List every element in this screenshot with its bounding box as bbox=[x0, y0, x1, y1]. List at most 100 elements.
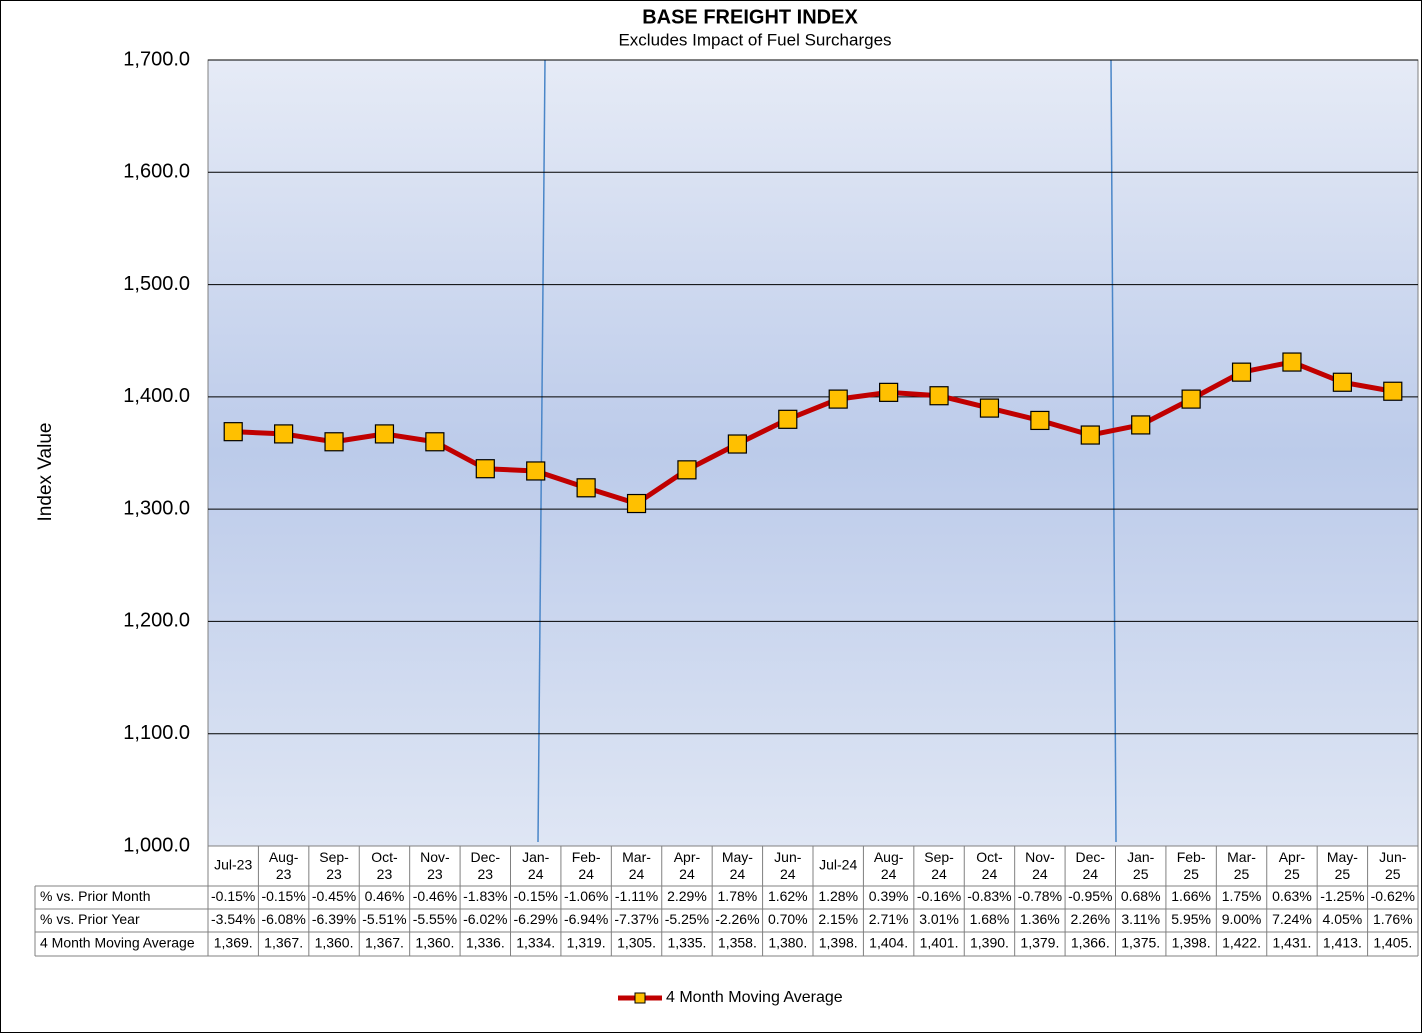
x-tick-label: May-24 bbox=[722, 849, 753, 882]
y-tick-label: 1,300.0 bbox=[123, 497, 190, 519]
table-cell: -1.06% bbox=[564, 888, 608, 904]
table-cell: 1,422. bbox=[1222, 935, 1261, 951]
x-tick-line: Apr- bbox=[1279, 849, 1306, 865]
x-tick-line: Nov- bbox=[1025, 849, 1055, 865]
table-cell: 2.29% bbox=[667, 888, 707, 904]
x-tick-label: Feb-24 bbox=[572, 849, 601, 882]
x-tick-line: 24 bbox=[629, 866, 645, 882]
table-cell: 3.11% bbox=[1121, 911, 1160, 927]
marker bbox=[1231, 362, 1252, 382]
x-tick-line: May- bbox=[722, 849, 753, 865]
x-tick-label: Sep-23 bbox=[319, 849, 349, 882]
table-cell: -0.15% bbox=[261, 888, 305, 904]
table-cell: -1.25% bbox=[1320, 888, 1364, 904]
x-tick-label: Jan-24 bbox=[522, 849, 550, 882]
table-cell: 0.63% bbox=[1272, 888, 1312, 904]
chart-subtitle: Excludes Impact of Fuel Surcharges bbox=[618, 30, 891, 49]
table-cell: 5.95% bbox=[1171, 911, 1211, 927]
x-tick-label: Sep-24 bbox=[924, 849, 954, 882]
marker bbox=[1131, 415, 1151, 435]
plot-area bbox=[207, 59, 1419, 847]
y-tick-label: 1,600.0 bbox=[123, 161, 190, 183]
table-cell: 4.05% bbox=[1323, 911, 1363, 927]
table-cell: 1,360. bbox=[315, 935, 354, 951]
marker bbox=[1383, 381, 1403, 401]
x-tick-line: 24 bbox=[578, 866, 594, 882]
x-tick-label: Jul-24 bbox=[819, 857, 857, 873]
table-cell: 7.24% bbox=[1272, 911, 1312, 927]
x-tick-line: 23 bbox=[377, 866, 393, 882]
x-tick-line: Jun- bbox=[1379, 849, 1407, 865]
x-tick-label: Jan-25 bbox=[1127, 849, 1155, 882]
table-row-label: % vs. Prior Year bbox=[40, 911, 140, 927]
marker bbox=[828, 389, 848, 409]
legend-label: 4 Month Moving Average bbox=[666, 989, 843, 1006]
x-tick-line: 24 bbox=[982, 866, 998, 882]
table-cell: 1,336. bbox=[466, 935, 505, 951]
table-cell: -5.55% bbox=[413, 911, 457, 927]
x-tick-line: Aug- bbox=[269, 849, 299, 865]
table-cell: -0.46% bbox=[413, 888, 457, 904]
x-tick-line: 24 bbox=[730, 866, 746, 882]
table-row-label: 4 Month Moving Average bbox=[40, 935, 195, 951]
table-cell: 1,334. bbox=[516, 935, 555, 951]
legend-marker bbox=[634, 992, 646, 1004]
marker bbox=[475, 459, 495, 479]
x-tick-label: Dec-24 bbox=[1076, 849, 1106, 882]
table-cell: 1,379. bbox=[1020, 935, 1059, 951]
table-cell: 0.46% bbox=[365, 888, 405, 904]
x-tick-line: Mar- bbox=[622, 849, 651, 865]
x-tick-label: Nov-23 bbox=[420, 849, 450, 882]
x-tick-line: Nov- bbox=[420, 849, 450, 865]
marker bbox=[1282, 352, 1302, 372]
x-tick-label: Dec-23 bbox=[471, 849, 501, 882]
table-cell: 1,398. bbox=[819, 935, 858, 951]
x-tick-label: Feb-25 bbox=[1177, 849, 1206, 882]
x-tick-line: Apr- bbox=[674, 849, 701, 865]
marker bbox=[324, 432, 344, 452]
x-tick-line: 25 bbox=[1335, 866, 1351, 882]
x-tick-line: 24 bbox=[780, 866, 796, 882]
table-cell: -0.15% bbox=[514, 888, 558, 904]
table-cell: 1,431. bbox=[1272, 935, 1311, 951]
table-cell: 1,390. bbox=[970, 935, 1009, 951]
table-cell: 1,358. bbox=[718, 935, 757, 951]
marker bbox=[1030, 410, 1050, 431]
table-cell: 1.76% bbox=[1373, 911, 1413, 927]
x-tick-line: 25 bbox=[1284, 866, 1300, 882]
x-tick-label: Oct-24 bbox=[976, 849, 1003, 882]
x-tick-label: Jun-25 bbox=[1379, 849, 1407, 882]
x-tick-line: Mar- bbox=[1227, 849, 1256, 865]
marker bbox=[274, 424, 294, 444]
table-cell: -3.54% bbox=[211, 911, 255, 927]
table-cell: -0.78% bbox=[1018, 888, 1062, 904]
marker bbox=[425, 432, 445, 452]
x-tick-line: 25 bbox=[1234, 866, 1250, 882]
table-cell: -6.08% bbox=[261, 911, 305, 927]
x-tick-line: 24 bbox=[931, 866, 947, 882]
table-cell: 1.62% bbox=[768, 888, 808, 904]
x-tick-label: Jul-23 bbox=[214, 857, 252, 873]
table-cell: -5.51% bbox=[362, 911, 406, 927]
table-cell: 2.26% bbox=[1070, 911, 1110, 927]
x-tick-line: Sep- bbox=[319, 849, 349, 865]
table-cell: 0.39% bbox=[869, 888, 909, 904]
x-tick-label: Jun-24 bbox=[774, 849, 802, 882]
marker bbox=[778, 409, 798, 429]
table-cell: 1,305. bbox=[617, 935, 656, 951]
table-cell: 1.68% bbox=[970, 911, 1010, 927]
y-tick-label: 1,200.0 bbox=[123, 610, 190, 632]
marker bbox=[879, 382, 899, 402]
table-cell: 1,413. bbox=[1323, 935, 1362, 951]
x-tick-label: Aug-23 bbox=[269, 849, 299, 882]
x-tick-line: 24 bbox=[1032, 866, 1048, 882]
x-tick-line: 24 bbox=[528, 866, 544, 882]
x-tick-line: 25 bbox=[1385, 866, 1401, 882]
table-cell: 9.00% bbox=[1222, 911, 1262, 927]
chart-title: BASE FREIGHT INDEX bbox=[642, 6, 858, 28]
table-cell: -0.95% bbox=[1068, 888, 1112, 904]
y-axis-label: Index Value bbox=[35, 423, 56, 522]
table-cell: -0.16% bbox=[917, 888, 961, 904]
table-cell: 1,375. bbox=[1121, 935, 1160, 951]
x-tick-label: Mar-25 bbox=[1227, 849, 1256, 882]
